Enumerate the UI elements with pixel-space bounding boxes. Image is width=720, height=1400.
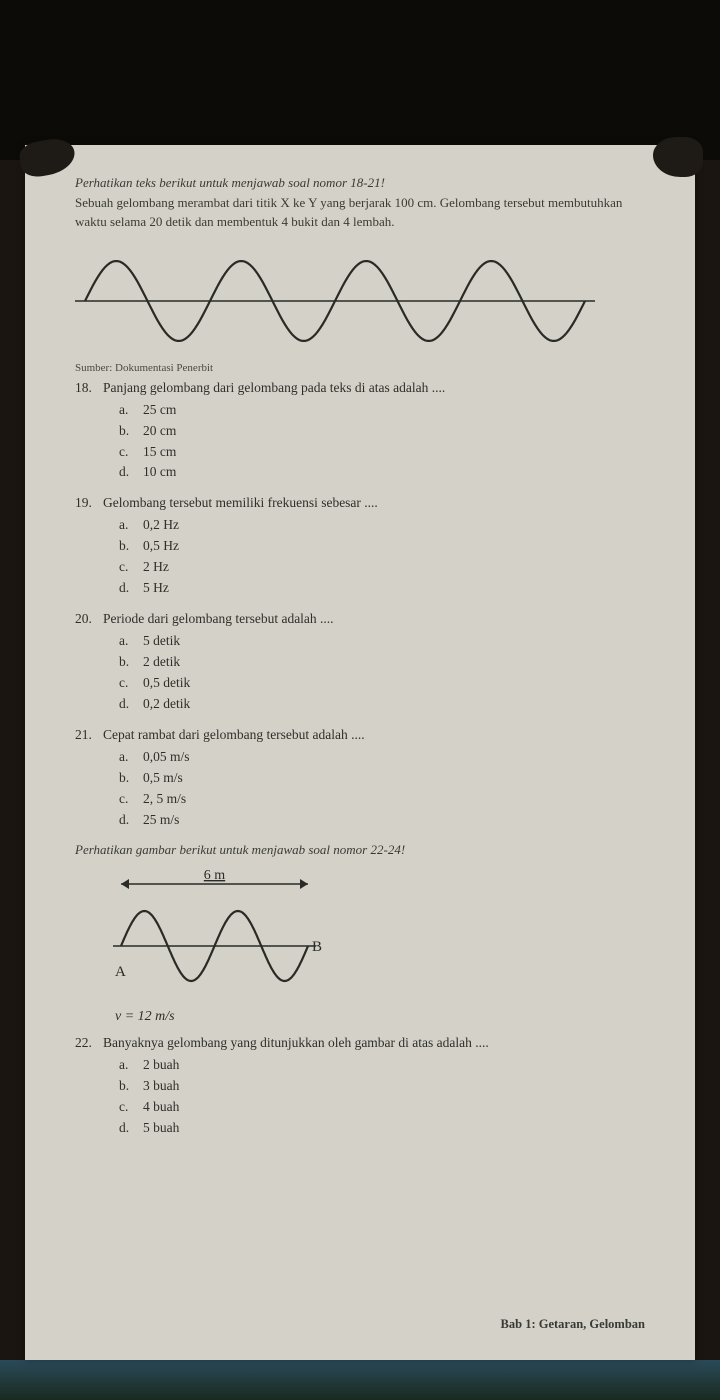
question-number: 21. (75, 727, 103, 743)
option-row: c.4 buah (119, 1097, 645, 1118)
option-letter: c. (119, 789, 143, 810)
background-bottom (0, 1360, 720, 1400)
option-row: c.2 Hz (119, 557, 645, 578)
option-text: 5 Hz (143, 578, 169, 599)
option-text: 4 buah (143, 1097, 179, 1118)
question-text: Gelombang tersebut memiliki frekuensi se… (103, 495, 645, 511)
wave-diagram-2: 6 m A B (103, 866, 333, 996)
page-footer: Bab 1: Getaran, Gelomban (501, 1317, 645, 1332)
question-number: 18. (75, 380, 103, 396)
question-number: 22. (75, 1035, 103, 1051)
context-paragraph: Sebuah gelombang merambat dari titik X k… (75, 194, 645, 232)
option-text: 2, 5 m/s (143, 789, 186, 810)
source-caption: Sumber: Dokumentasi Penerbit (75, 362, 645, 374)
option-text: 10 cm (143, 462, 176, 483)
option-letter: c. (119, 442, 143, 463)
option-row: b.2 detik (119, 652, 645, 673)
option-letter: c. (119, 557, 143, 578)
options-q20: a.5 detikb.2 detikc.0,5 detikd.0,2 detik (119, 631, 645, 715)
option-letter: c. (119, 673, 143, 694)
question-22: 22. Banyaknya gelombang yang ditunjukkan… (75, 1035, 645, 1051)
option-letter: d. (119, 462, 143, 483)
paper-corner-top-right (653, 137, 703, 177)
option-letter: b. (119, 536, 143, 557)
option-letter: b. (119, 768, 143, 789)
option-text: 0,5 Hz (143, 536, 179, 557)
option-letter: b. (119, 421, 143, 442)
option-letter: d. (119, 578, 143, 599)
option-row: a.2 buah (119, 1055, 645, 1076)
option-letter: d. (119, 810, 143, 831)
option-text: 2 detik (143, 652, 180, 673)
option-text: 0,2 Hz (143, 515, 179, 536)
option-row: d.5 Hz (119, 578, 645, 599)
option-text: 0,5 m/s (143, 768, 183, 789)
options-q19: a.0,2 Hzb.0,5 Hzc.2 Hzd.5 Hz (119, 515, 645, 599)
option-row: d.25 m/s (119, 810, 645, 831)
option-text: 0,5 detik (143, 673, 190, 694)
option-letter: a. (119, 1055, 143, 1076)
option-text: 0,05 m/s (143, 747, 190, 768)
option-row: a.0,05 m/s (119, 747, 645, 768)
question-text: Banyaknya gelombang yang ditunjukkan ole… (103, 1035, 645, 1051)
svg-text:6 m: 6 m (204, 868, 226, 883)
question-number: 20. (75, 611, 103, 627)
option-row: d.0,2 detik (119, 694, 645, 715)
option-row: b.0,5 Hz (119, 536, 645, 557)
option-letter: d. (119, 694, 143, 715)
question-19: 19. Gelombang tersebut memiliki frekuens… (75, 495, 645, 511)
option-text: 5 detik (143, 631, 180, 652)
velocity-value: v = 12 m/s (115, 1009, 645, 1025)
option-text: 5 buah (143, 1118, 179, 1139)
question-text: Panjang gelombang dari gelombang pada te… (103, 380, 645, 396)
option-text: 20 cm (143, 421, 176, 442)
option-row: a.0,2 Hz (119, 515, 645, 536)
question-21: 21. Cepat rambat dari gelombang tersebut… (75, 727, 645, 743)
option-row: a.5 detik (119, 631, 645, 652)
question-number: 19. (75, 495, 103, 511)
footer-text: Bab 1: Getaran, Gelomban (501, 1317, 645, 1331)
option-row: d.5 buah (119, 1118, 645, 1139)
option-letter: b. (119, 652, 143, 673)
wave-diagram-1 (75, 246, 595, 356)
option-row: c.0,5 detik (119, 673, 645, 694)
worksheet-page: Perhatikan teks berikut untuk menjawab s… (25, 145, 695, 1360)
option-letter: a. (119, 747, 143, 768)
option-letter: a. (119, 515, 143, 536)
question-text: Cepat rambat dari gelombang tersebut ada… (103, 727, 645, 743)
options-q18: a.25 cmb.20 cmc.15 cmd.10 cm (119, 400, 645, 484)
option-row: b.3 buah (119, 1076, 645, 1097)
option-text: 25 cm (143, 400, 176, 421)
svg-text:B: B (312, 939, 322, 955)
options-q22: a.2 buahb.3 buahc.4 buahd.5 buah (119, 1055, 645, 1139)
svg-text:A: A (115, 964, 126, 980)
question-text: Periode dari gelombang tersebut adalah .… (103, 611, 645, 627)
option-text: 15 cm (143, 442, 176, 463)
option-letter: b. (119, 1076, 143, 1097)
option-letter: a. (119, 400, 143, 421)
context-line-1: Sebuah gelombang merambat dari titik X k… (75, 195, 545, 210)
options-q21: a.0,05 m/sb.0,5 m/sc.2, 5 m/sd.25 m/s (119, 747, 645, 831)
option-row: b.20 cm (119, 421, 645, 442)
option-letter: d. (119, 1118, 143, 1139)
option-text: 2 Hz (143, 557, 169, 578)
option-text: 3 buah (143, 1076, 179, 1097)
instruction-text-2: Perhatikan gambar berikut untuk menjawab… (75, 842, 645, 858)
option-letter: c. (119, 1097, 143, 1118)
background-top (0, 0, 720, 160)
option-row: c.2, 5 m/s (119, 789, 645, 810)
question-20: 20. Periode dari gelombang tersebut adal… (75, 611, 645, 627)
option-text: 2 buah (143, 1055, 179, 1076)
option-row: d.10 cm (119, 462, 645, 483)
option-text: 0,2 detik (143, 694, 190, 715)
option-row: b.0,5 m/s (119, 768, 645, 789)
option-row: a.25 cm (119, 400, 645, 421)
instruction-text-1: Perhatikan teks berikut untuk menjawab s… (75, 175, 645, 191)
option-text: 25 m/s (143, 810, 179, 831)
option-row: c.15 cm (119, 442, 645, 463)
wave-diagram-2-container: 6 m A B (103, 866, 645, 1001)
question-18: 18. Panjang gelombang dari gelombang pad… (75, 380, 645, 396)
option-letter: a. (119, 631, 143, 652)
